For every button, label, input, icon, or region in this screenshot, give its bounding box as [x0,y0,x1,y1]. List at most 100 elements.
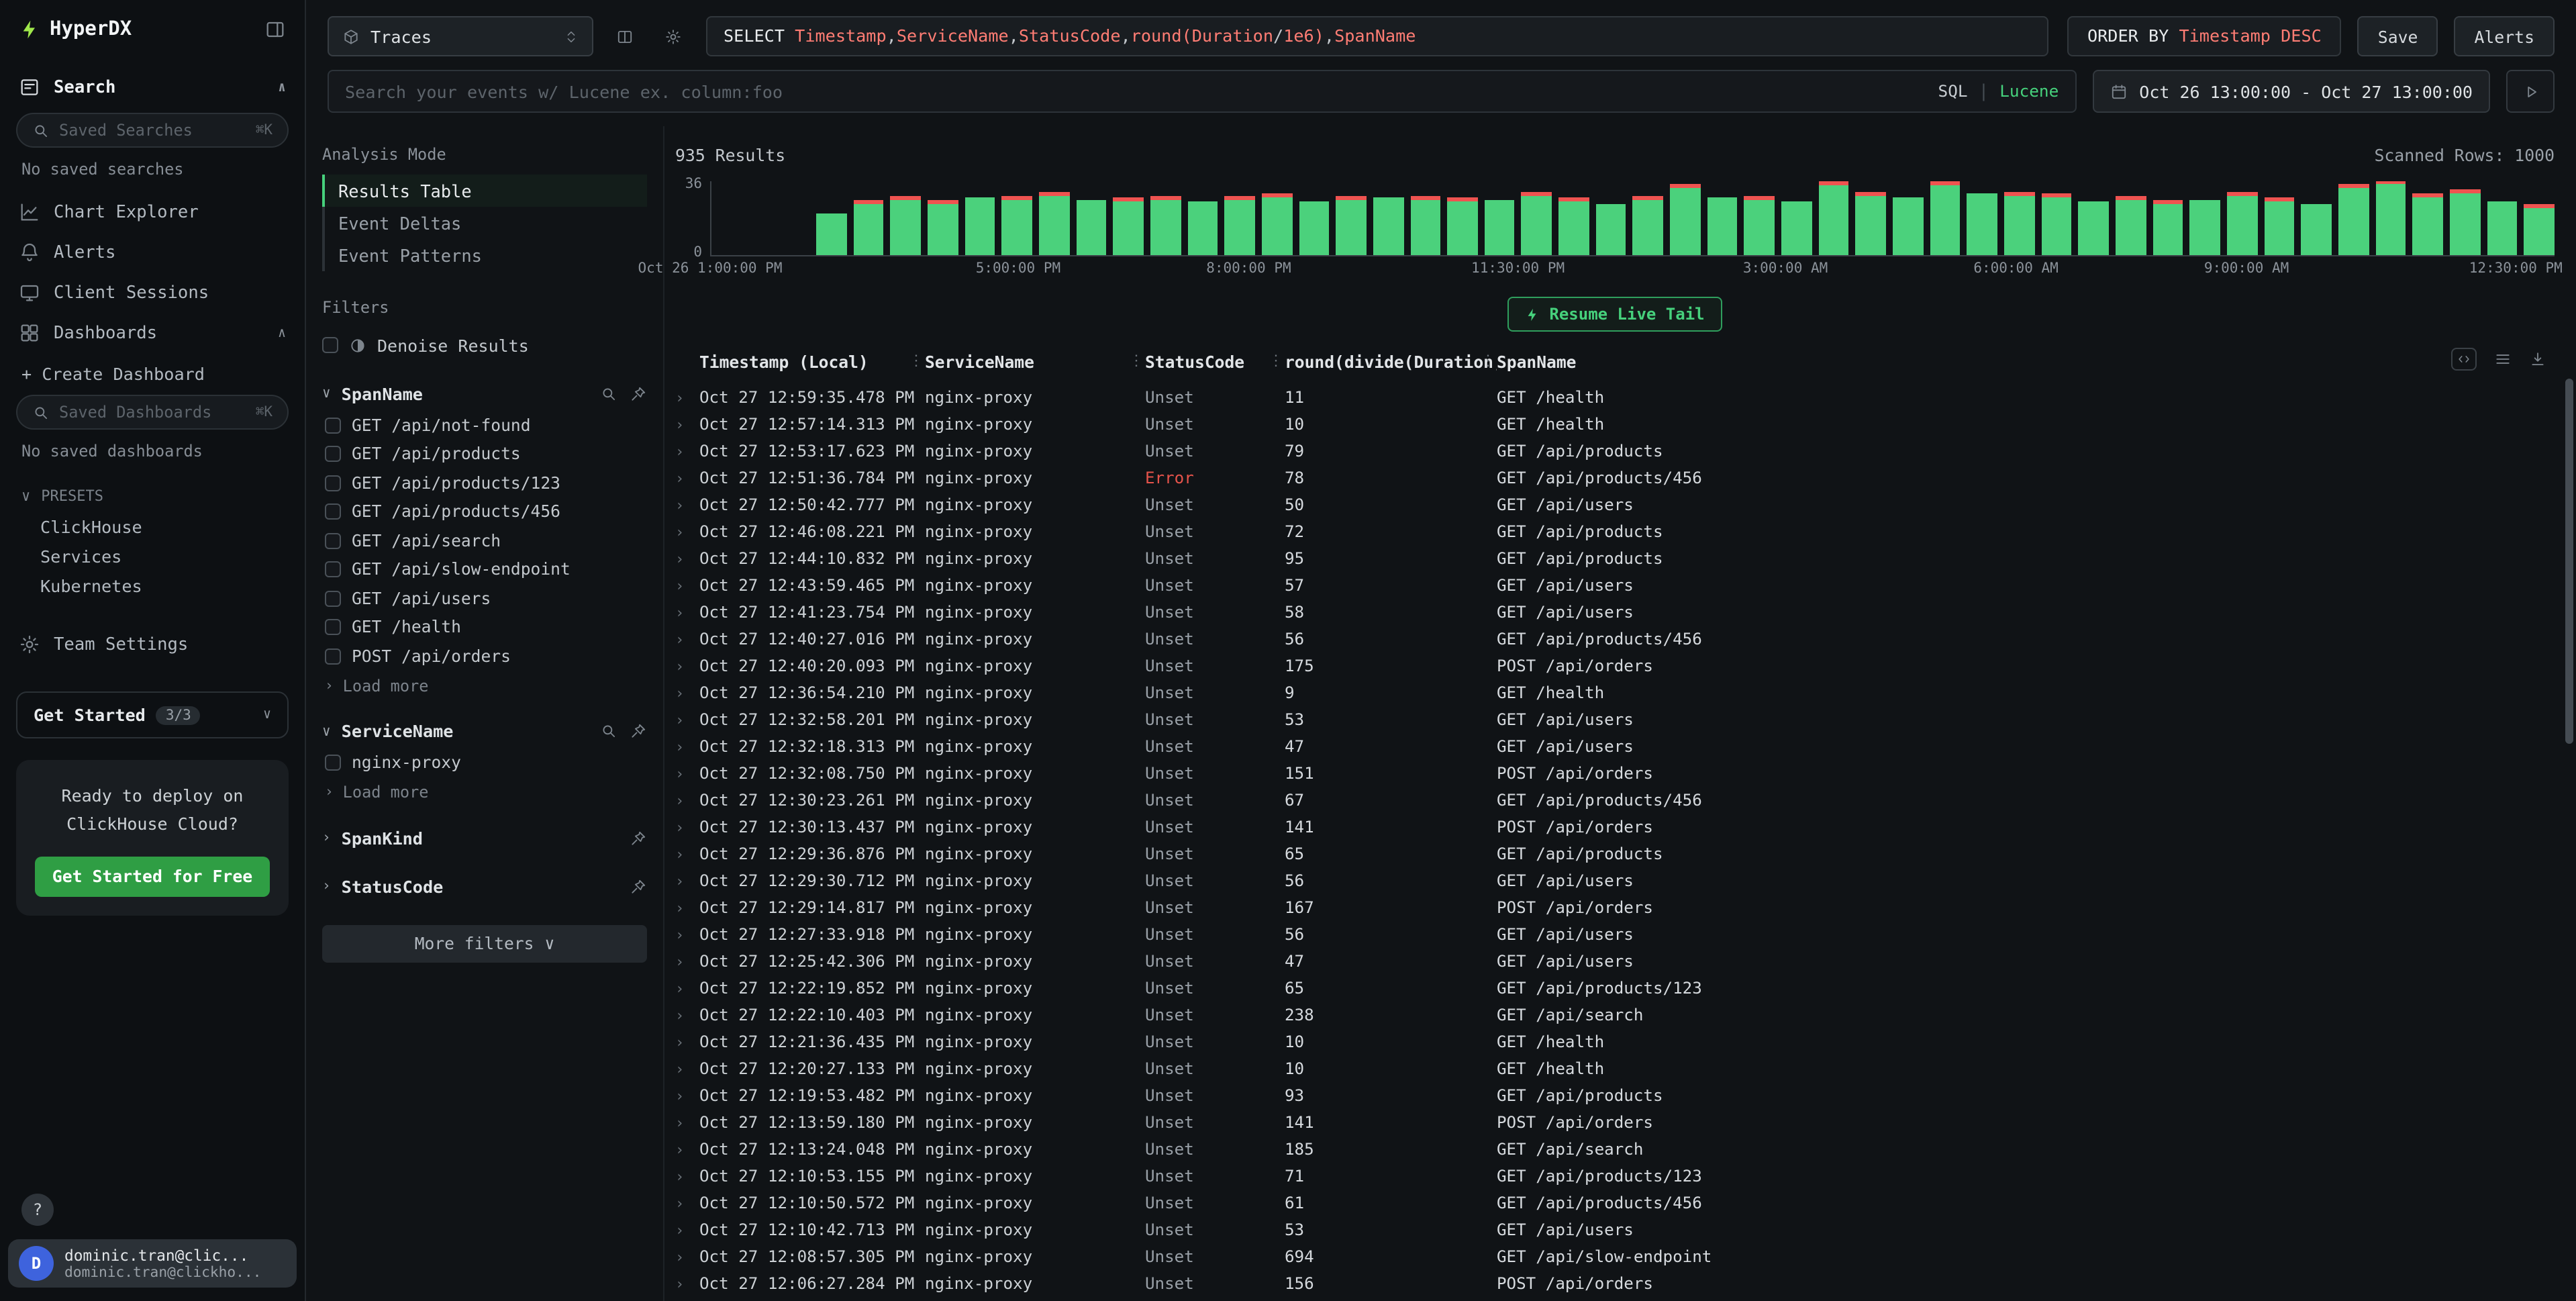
filter-checkbox-item[interactable]: GET /api/not-found [322,411,647,440]
table-row[interactable]: › Oct 27 12:40:27.016 PM nginx-proxy Uns… [675,626,2555,653]
histogram-bar[interactable] [2264,181,2294,255]
filter-checkbox-item[interactable]: GET /health [322,613,647,642]
row-expand-chevron[interactable]: › [675,926,699,943]
checkbox[interactable] [325,504,341,520]
checkbox[interactable] [325,446,341,463]
row-expand-chevron[interactable]: › [675,791,699,809]
run-query-button[interactable] [2506,70,2555,113]
create-dashboard-button[interactable]: + Create Dashboard [0,353,305,389]
load-more-button[interactable]: › Load more [322,671,647,700]
row-expand-chevron[interactable]: › [675,550,699,567]
histogram-bar[interactable] [1967,181,1997,255]
sidebar-item-team-settings[interactable]: Team Settings [0,624,305,665]
filter-group-servicename[interactable]: ∨ ServiceName [322,714,647,749]
search-icon[interactable] [600,722,617,740]
language-toggle-sql[interactable]: SQL [1938,82,1968,101]
checkbox[interactable] [325,620,341,636]
histogram-bar[interactable] [2116,181,2146,255]
histogram-bar[interactable] [2041,181,2071,255]
checkbox[interactable] [325,475,341,491]
pin-icon[interactable] [630,722,647,740]
table-row[interactable]: › Oct 27 12:29:14.817 PM nginx-proxy Uns… [675,894,2555,921]
histogram-bar[interactable] [1373,181,1403,255]
filter-checkbox-item[interactable]: POST /api/orders [322,642,647,671]
saved-searches-field[interactable] [59,121,246,140]
histogram-bar[interactable] [2450,181,2480,255]
column-grip-icon[interactable]: ⋮ [1481,352,1495,369]
row-expand-chevron[interactable]: › [675,765,699,782]
save-button[interactable]: Save [2358,16,2438,56]
filter-group-spanname[interactable]: ∨ SpanName [322,376,647,411]
row-expand-chevron[interactable]: › [675,818,699,836]
table-row[interactable]: › Oct 27 12:59:35.478 PM nginx-proxy Uns… [675,384,2555,411]
table-row[interactable]: › Oct 27 12:29:36.876 PM nginx-proxy Uns… [675,840,2555,867]
table-row[interactable]: › Oct 27 12:44:10.832 PM nginx-proxy Uns… [675,545,2555,572]
event-search-bar[interactable]: SQL | Lucene [328,70,2076,113]
load-more-button[interactable]: › Load more [322,777,647,807]
table-row[interactable]: › Oct 27 12:30:13.437 PM nginx-proxy Uns… [675,814,2555,840]
histogram-bar[interactable] [1262,181,1292,255]
checkbox[interactable] [325,418,341,434]
table-row[interactable]: › Oct 27 12:13:59.180 PM nginx-proxy Uns… [675,1109,2555,1136]
table-row[interactable]: › Oct 27 12:25:42.306 PM nginx-proxy Uns… [675,948,2555,975]
row-expand-chevron[interactable]: › [675,953,699,970]
sidebar-item-search[interactable]: Search ∧ [0,67,305,107]
row-expand-chevron[interactable]: › [675,1221,699,1239]
histogram-bar[interactable] [1299,181,1329,255]
resume-live-tail-button[interactable]: Resume Live Tail [1507,297,1722,332]
pin-icon[interactable] [630,877,647,895]
sidebar-item-client-sessions[interactable]: Client Sessions [0,273,305,313]
histogram-bar[interactable] [1633,181,1663,255]
time-range-picker[interactable]: Oct 26 13:00:00 - Oct 27 13:00:00 [2092,70,2490,113]
preset-item[interactable]: ClickHouse [0,512,305,541]
row-expand-chevron[interactable]: › [675,1006,699,1024]
preset-item[interactable]: Services [0,541,305,571]
histogram-bar[interactable] [1039,181,1069,255]
histogram-bar[interactable] [1150,181,1181,255]
checkbox[interactable] [322,337,338,353]
column-header-servicename[interactable]: ServiceName [925,353,1145,372]
table-row[interactable]: › Oct 27 12:43:59.465 PM nginx-proxy Uns… [675,572,2555,599]
histogram-bar[interactable] [1336,181,1366,255]
table-row[interactable]: › Oct 27 12:32:18.313 PM nginx-proxy Uns… [675,733,2555,760]
filter-group-spankind[interactable]: › SpanKind [322,820,647,855]
histogram-bar[interactable] [1558,181,1589,255]
histogram-bar[interactable] [853,181,883,255]
histogram-bar[interactable] [1447,181,1477,255]
row-expand-chevron[interactable]: › [675,1167,699,1185]
get-started-free-button[interactable]: Get Started for Free [35,856,270,896]
get-started-card[interactable]: Get Started 3/3 ∨ [16,691,289,738]
filter-checkbox-item[interactable]: GET /api/products/456 [322,497,647,526]
table-row[interactable]: › Oct 27 12:27:33.918 PM nginx-proxy Uns… [675,921,2555,948]
histogram-bar[interactable] [2079,181,2109,255]
row-expand-chevron[interactable]: › [675,496,699,514]
row-expand-chevron[interactable]: › [675,1194,699,1212]
table-row[interactable]: › Oct 27 12:21:36.435 PM nginx-proxy Uns… [675,1028,2555,1055]
row-expand-chevron[interactable]: › [675,442,699,460]
column-header-spanname[interactable]: SpanName [1497,353,2555,372]
scrollbar-thumb[interactable] [2565,379,2573,744]
pin-icon[interactable] [630,385,647,402]
download-button[interactable] [2529,350,2546,368]
row-expand-chevron[interactable]: › [675,1060,699,1077]
search-input[interactable] [345,81,1938,101]
row-expand-chevron[interactable]: › [675,872,699,889]
row-expand-chevron[interactable]: › [675,1087,699,1104]
row-expand-chevron[interactable]: › [675,845,699,863]
language-toggle-lucene[interactable]: Lucene [1999,82,2059,101]
histogram-bar[interactable] [2190,181,2220,255]
row-expand-chevron[interactable]: › [675,469,699,487]
row-expand-chevron[interactable]: › [675,1033,699,1051]
table-row[interactable]: › Oct 27 12:57:14.313 PM nginx-proxy Uns… [675,411,2555,438]
table-row[interactable]: › Oct 27 12:53:17.623 PM nginx-proxy Uns… [675,438,2555,465]
table-row[interactable]: › Oct 27 12:06:27.284 PM nginx-proxy Uns… [675,1270,2555,1297]
source-select[interactable]: Traces [328,16,593,56]
collapse-sidebar-icon[interactable] [264,19,286,40]
histogram-bar[interactable] [1187,181,1218,255]
histogram-bar[interactable] [1224,181,1254,255]
histogram-bar[interactable] [1596,181,1626,255]
histogram-bar[interactable] [928,181,958,255]
histogram-bar[interactable] [1410,181,1440,255]
histogram-bar[interactable] [1856,181,1886,255]
sidebar-item-chart-explorer[interactable]: Chart Explorer [0,192,305,232]
